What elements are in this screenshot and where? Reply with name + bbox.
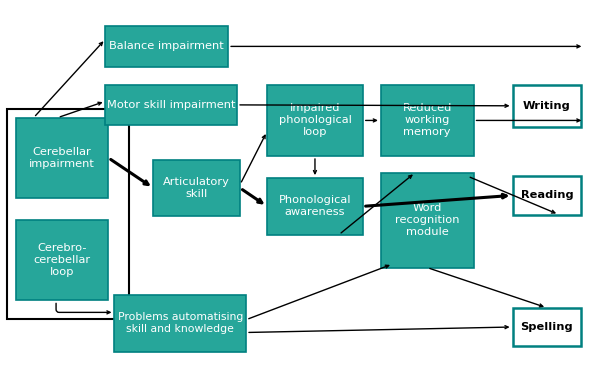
FancyBboxPatch shape [381, 85, 473, 156]
FancyBboxPatch shape [381, 172, 473, 268]
FancyBboxPatch shape [115, 295, 246, 352]
FancyBboxPatch shape [512, 176, 581, 215]
FancyBboxPatch shape [7, 109, 130, 319]
FancyBboxPatch shape [154, 160, 240, 217]
Text: Writing: Writing [523, 101, 571, 111]
FancyBboxPatch shape [106, 85, 237, 125]
Text: Spelling: Spelling [521, 322, 573, 332]
Text: Cerebro-
cerebellar
loop: Cerebro- cerebellar loop [34, 243, 91, 277]
FancyBboxPatch shape [512, 85, 581, 127]
FancyBboxPatch shape [267, 178, 363, 235]
Text: Impaired
phonological
loop: Impaired phonological loop [278, 103, 352, 137]
FancyBboxPatch shape [16, 118, 109, 198]
FancyBboxPatch shape [16, 220, 109, 301]
FancyBboxPatch shape [267, 85, 363, 156]
Text: Motor skill impairment: Motor skill impairment [107, 100, 236, 110]
Text: Articulatory
skill: Articulatory skill [163, 177, 230, 199]
Text: Balance impairment: Balance impairment [109, 41, 224, 51]
Text: Reduced
working
memory: Reduced working memory [403, 103, 452, 137]
FancyBboxPatch shape [512, 308, 581, 346]
Text: Phonological
awareness: Phonological awareness [279, 195, 351, 217]
FancyBboxPatch shape [106, 26, 228, 66]
Text: Reading: Reading [521, 190, 573, 200]
Text: Cerebellar
impairment: Cerebellar impairment [29, 147, 95, 169]
Text: Problems automatising
skill and knowledge: Problems automatising skill and knowledg… [118, 312, 243, 334]
Text: Word
recognition
module: Word recognition module [395, 203, 460, 237]
